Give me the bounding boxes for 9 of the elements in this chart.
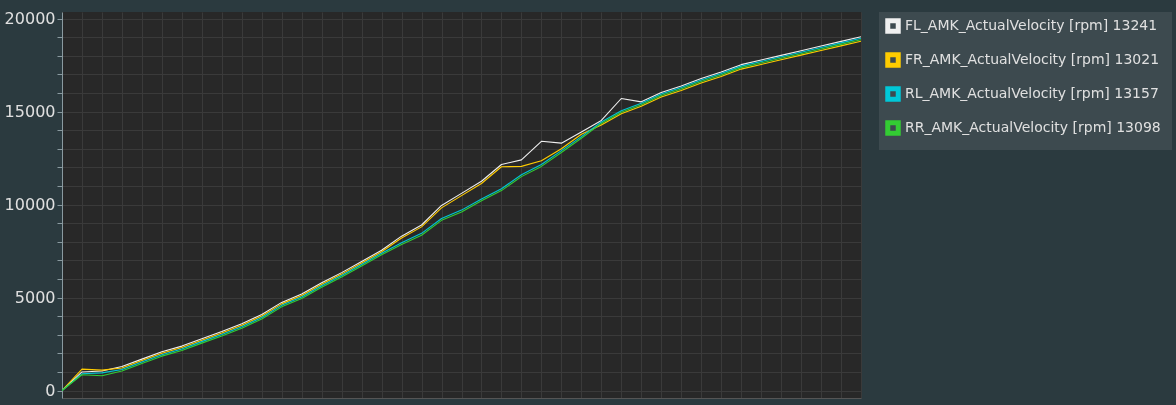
legend-label: FR_AMK_ActualVelocity [rpm] 13021: [905, 51, 1160, 67]
legend-label: RL_AMK_ActualVelocity [rpm] 13157: [905, 85, 1159, 101]
y-tick-label: 20000: [4, 9, 56, 29]
y-tick-label: 0: [45, 381, 56, 401]
y-tick-label: 5000: [14, 288, 56, 308]
legend-label: RR_AMK_ActualVelocity [rpm] 13098: [905, 119, 1161, 135]
y-tick-label: 15000: [4, 102, 56, 122]
y-tick-label: 10000: [4, 195, 56, 215]
legend-label: FL_AMK_ActualVelocity [rpm] 13241: [905, 17, 1158, 33]
